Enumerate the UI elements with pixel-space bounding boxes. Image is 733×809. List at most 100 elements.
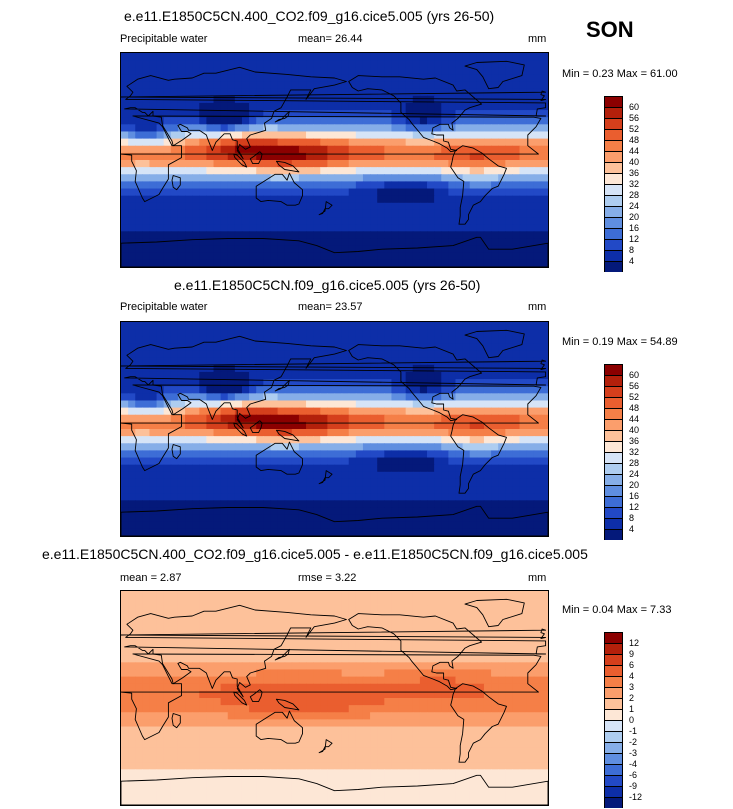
colorbar-tick: [604, 709, 623, 710]
colorbar-swatch: [605, 250, 622, 261]
colorbar-tick: [604, 463, 623, 464]
colorbar-level-label: 20: [629, 480, 640, 490]
colorbar-tick: [604, 753, 623, 754]
coastline-samerica: [450, 414, 507, 494]
colorbar-tick: [604, 228, 623, 229]
coastline-eurasia: [124, 66, 547, 160]
colorbar-tick: [604, 261, 623, 262]
coastline-nz: [318, 201, 333, 216]
colorbar-swatch: [605, 397, 622, 408]
colorbar-level-label: 52: [629, 124, 640, 134]
colorbar-swatch: [605, 687, 622, 698]
colorbar-level-label: 1: [629, 704, 635, 714]
coastline-namerica: [348, 613, 483, 691]
colorbar-swatch: [605, 720, 622, 731]
coastline-antarctica: [121, 236, 548, 267]
colorbar-tick: [604, 195, 623, 196]
coastline-japan: [274, 110, 290, 123]
colorbar-tick: [604, 775, 623, 776]
colorbar-tick: [604, 151, 623, 152]
colorbar-level-label: 60: [629, 102, 640, 112]
coastline-newguinea: [275, 160, 300, 173]
coastline-uk: [121, 628, 547, 640]
coastline-sumatra: [233, 153, 248, 168]
colorbar-level-label: 12: [629, 234, 640, 244]
colorbar-swatch: [605, 375, 622, 386]
colorbar-level-label: 36: [629, 436, 640, 446]
panel-3-rmse-label: rmse = 3.22: [298, 572, 357, 584]
colorbar-level-label: -9: [629, 781, 638, 791]
colorbar-level-label: 56: [629, 113, 640, 123]
colorbar-swatch: [605, 709, 622, 720]
colorbar-swatch: [605, 129, 622, 140]
colorbar-level-label: 6: [629, 660, 635, 670]
colorbar-level-label: 60: [629, 370, 640, 380]
colorbar-level-label: 20: [629, 212, 640, 222]
coastline-uk: [121, 359, 547, 371]
colorbar-tick: [604, 496, 623, 497]
colorbar-swatch: [605, 173, 622, 184]
colorbar-swatch: [605, 731, 622, 742]
coastline-greenland: [464, 60, 525, 90]
coastline-greenland: [464, 598, 525, 628]
coastline-borneo: [249, 689, 263, 703]
panel-1-map-plot: [121, 53, 548, 267]
coastline-africa: [121, 384, 542, 472]
colorbar-level-label: -4: [629, 759, 638, 769]
coastline-australia: [255, 441, 303, 475]
colorbar-swatch: [605, 184, 622, 195]
coastline-nz: [318, 739, 333, 754]
colorbar-tick: [604, 665, 623, 666]
colorbar-swatch: [605, 753, 622, 764]
panel-3-map-plot: [121, 591, 548, 805]
colorbar-level-label: 4: [629, 671, 635, 681]
coastline-borneo: [249, 420, 263, 434]
colorbar-tick: [604, 441, 623, 442]
colorbar-tick: [604, 698, 623, 699]
coastline-samerica: [450, 145, 507, 225]
panel-1-minmax: Min = 0.23 Max = 61.00: [562, 68, 678, 80]
colorbar-swatches: [604, 364, 623, 540]
colorbar-level-label: 32: [629, 447, 640, 457]
colorbar-tick: [604, 217, 623, 218]
colorbar-tick: [604, 184, 623, 185]
panel-2-title: e.e11.E1850C5CN.f09_g16.cice5.005 (yrs 2…: [174, 277, 481, 293]
colorbar-swatch: [605, 239, 622, 250]
colorbar-tick: [604, 107, 623, 108]
colorbar-tick: [604, 452, 623, 453]
panel-1-map: [120, 52, 549, 268]
colorbar-level-label: 8: [629, 245, 635, 255]
colorbar-tick: [604, 797, 623, 798]
colorbar-tick: [604, 206, 623, 207]
panel-3-title: e.e11.E1850C5CN.400_CO2.f09_g16.cice5.00…: [42, 546, 588, 562]
colorbar-level-label: 16: [629, 491, 640, 501]
colorbar-swatch: [605, 107, 622, 118]
colorbar-swatch: [605, 195, 622, 206]
colorbar-swatch: [605, 452, 622, 463]
colorbar-tick: [604, 129, 623, 130]
coastlines: [121, 329, 548, 536]
colorbar-level-label: 32: [629, 179, 640, 189]
colorbar-level-label: 8: [629, 513, 635, 523]
colorbar-level-label: 12: [629, 502, 640, 512]
colorbar-level-label: 4: [629, 524, 635, 534]
colorbar-tick: [604, 654, 623, 655]
colorbar-swatch: [605, 408, 622, 419]
colorbar-swatch: [605, 206, 622, 217]
map-field: [121, 53, 548, 267]
colorbar-level-label: 40: [629, 157, 640, 167]
colorbar-swatch: [605, 118, 622, 129]
panel-3-units: mm: [528, 572, 547, 584]
colorbar-swatch: [605, 463, 622, 474]
coastline-madagascar: [171, 175, 181, 191]
colorbar-level-label: 48: [629, 135, 640, 145]
colorbar-swatch: [605, 430, 622, 441]
colorbar-level-label: -1: [629, 726, 638, 736]
colorbar-tick: [604, 162, 623, 163]
colorbar-tick: [604, 676, 623, 677]
colorbar-swatch: [605, 665, 622, 676]
colorbar-tick: [604, 419, 623, 420]
colorbar-tick: [604, 764, 623, 765]
colorbar-tick: [604, 643, 623, 644]
panel-2-minmax: Min = 0.19 Max = 54.89: [562, 336, 678, 348]
